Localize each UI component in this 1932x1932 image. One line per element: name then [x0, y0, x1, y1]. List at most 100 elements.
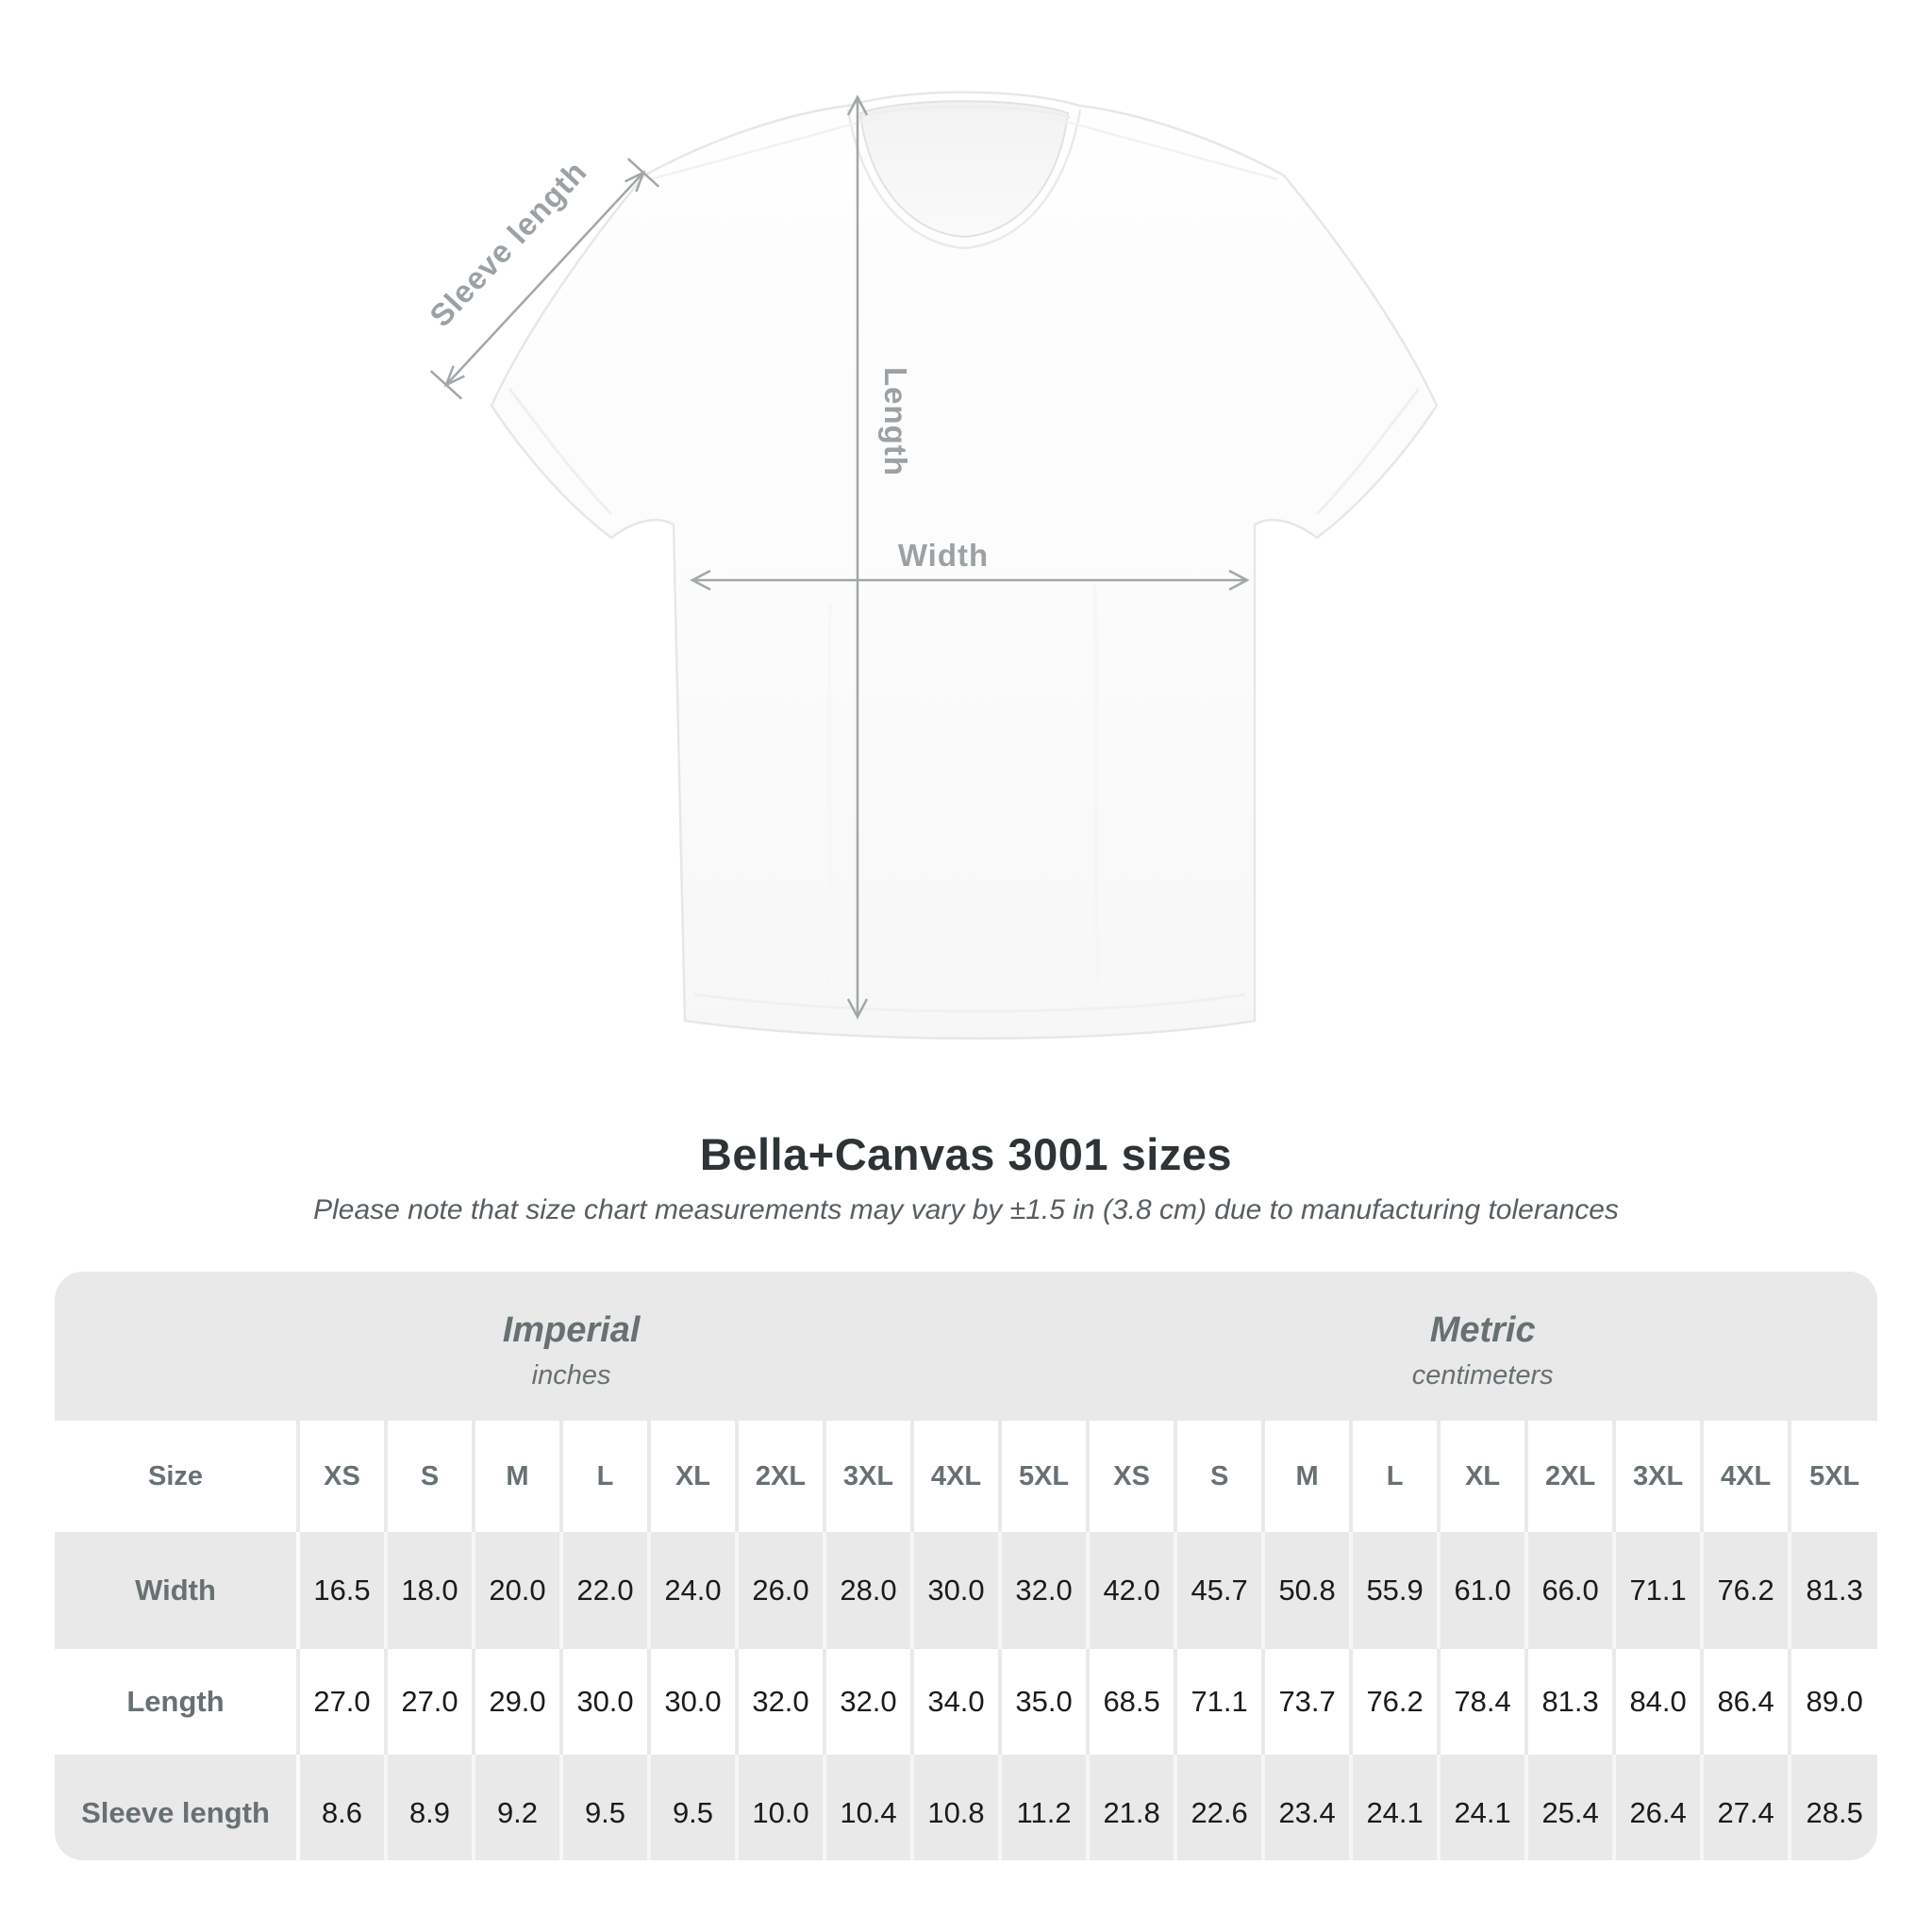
measurement-row: Width 16.5 18.0 20.0 22.0 24.0 26.0 28.0 30.0 32.… [55, 1532, 1877, 1649]
size-header-row: Size XS S M L XL 2XL 3XL 4XL 5XL XS S M L XL 2XL 3XL 4XL 5… [55, 1421, 1877, 1532]
width-arrow [690, 569, 1250, 591]
measurement-value: 22.0 [559, 1532, 649, 1649]
measurement-value: 10.8 [910, 1755, 1000, 1860]
unit-name: Metric [1429, 1310, 1536, 1350]
measurement-row: Length 27.0 27.0 29.0 30.0 30.0 32.0 32.0 34.0 35… [55, 1649, 1877, 1755]
tshirt-diagram: Sleeve length Length Width [423, 91, 1439, 1040]
size-header-cell: S [1174, 1421, 1264, 1532]
measurement-value: 76.2 [1700, 1532, 1790, 1649]
size-header-cell: XL [1437, 1421, 1527, 1532]
page-title: Bella+Canvas 3001 sizes [699, 1129, 1233, 1179]
table-body: Imperial inches Metric centimeters Size XS S M L… [55, 1272, 1877, 1860]
unit-header-metric: Metric centimeters [1088, 1272, 1877, 1421]
unit-sub: centimeters [1411, 1360, 1554, 1391]
size-column-header: Size [55, 1421, 298, 1532]
measurement-value: 23.4 [1261, 1755, 1352, 1860]
size-header-cell: M [1261, 1421, 1352, 1532]
measurement-value: 26.0 [735, 1532, 824, 1649]
measurement-value: 9.5 [559, 1755, 649, 1860]
collar-ribbing-seam [846, 108, 1082, 250]
unit-sub: inches [531, 1360, 611, 1391]
length-arrow [846, 94, 869, 1020]
measurement-value: 42.0 [1086, 1532, 1176, 1649]
fabric-crease [826, 603, 832, 991]
unit-header-imperial: Imperial inches [55, 1272, 1088, 1421]
measurement-value: 30.0 [647, 1649, 737, 1755]
size-header-cell: 2XL [735, 1421, 824, 1532]
collar-opening [858, 100, 1070, 239]
measurement-value: 34.0 [910, 1649, 1000, 1755]
measurement-value: 50.8 [1261, 1532, 1352, 1649]
size-header-cell: XS [296, 1421, 386, 1532]
measurement-value: 73.7 [1261, 1649, 1352, 1755]
size-table-container: Imperial inches Metric centimeters Size XS S M L… [55, 1272, 1877, 1860]
row-label: Sleeve length [81, 1796, 270, 1829]
measurement-value: 32.0 [735, 1649, 824, 1755]
measurement-value: 76.2 [1349, 1649, 1440, 1755]
size-header-cell: S [384, 1421, 474, 1532]
measurement-value: 8.9 [384, 1755, 474, 1860]
measurement-value: 21.8 [1086, 1755, 1176, 1860]
measurement-value: 81.3 [1524, 1649, 1615, 1755]
hem-seam [693, 992, 1246, 1013]
measurement-value: 10.4 [823, 1755, 912, 1860]
size-header-cell: 4XL [1700, 1421, 1790, 1532]
tshirt-body [490, 91, 1439, 1040]
size-header-cell: 4XL [910, 1421, 1000, 1532]
measurement-value: 24.1 [1349, 1755, 1440, 1860]
measurement-value: 30.0 [910, 1532, 1000, 1649]
size-header-cell: XS [1086, 1421, 1176, 1532]
size-header-cell: L [1349, 1421, 1440, 1532]
measurement-value: 32.0 [997, 1532, 1089, 1649]
row-label: Width [135, 1574, 216, 1607]
size-header-cell: 3XL [823, 1421, 912, 1532]
right-cuff-seam [1315, 388, 1421, 516]
width-label: Width [898, 538, 989, 573]
size-header-cell: L [559, 1421, 649, 1532]
size-header-cell: M [472, 1421, 561, 1532]
measurement-value: 45.7 [1174, 1532, 1264, 1649]
tolerance-note: Please note that size chart measurements… [313, 1194, 1619, 1225]
measurement-value: 78.4 [1437, 1649, 1527, 1755]
measurement-value: 29.0 [472, 1649, 561, 1755]
size-header-cell: 5XL [997, 1421, 1089, 1532]
measurement-value: 81.3 [1788, 1532, 1877, 1649]
size-header-cell: XL [647, 1421, 737, 1532]
collar-stitch [857, 106, 1072, 119]
measurement-value: 89.0 [1788, 1649, 1877, 1755]
measurement-value: 24.1 [1437, 1755, 1527, 1860]
left-cuff-seam [508, 388, 613, 516]
left-shoulder-seam [650, 115, 880, 181]
measurement-value: 28.5 [1788, 1755, 1877, 1860]
measurement-value: 35.0 [997, 1649, 1089, 1755]
right-shoulder-seam [1048, 115, 1278, 181]
measurement-value: 11.2 [997, 1755, 1089, 1860]
measurement-value: 86.4 [1700, 1649, 1790, 1755]
measurement-value: 27.0 [384, 1649, 474, 1755]
measurement-value: 20.0 [472, 1532, 561, 1649]
measurement-value: 55.9 [1349, 1532, 1440, 1649]
length-label: Length [878, 367, 913, 476]
measurement-value: 68.5 [1086, 1649, 1176, 1755]
measurement-value: 9.5 [647, 1755, 737, 1860]
fabric-crease [1092, 584, 1100, 982]
measurement-value: 10.0 [735, 1755, 824, 1860]
tshirt-graphic [490, 91, 1439, 1040]
unit-name: Imperial [502, 1310, 641, 1350]
measurement-row: Sleeve length 8.6 8.9 9.2 9.5 9.5 10.0 10.4 10.8… [55, 1755, 1877, 1860]
size-header-cell: 3XL [1612, 1421, 1703, 1532]
measurement-value: 84.0 [1612, 1649, 1703, 1755]
measurement-value: 22.6 [1174, 1755, 1264, 1860]
measurement-value: 24.0 [647, 1532, 737, 1649]
measurement-value: 71.1 [1612, 1532, 1703, 1649]
measurement-value: 32.0 [823, 1649, 912, 1755]
size-header-cell: 2XL [1524, 1421, 1615, 1532]
unit-header-row: Imperial inches Metric centimeters [55, 1272, 1877, 1421]
measurement-value: 26.4 [1612, 1755, 1703, 1860]
measurement-value: 27.4 [1700, 1755, 1790, 1860]
measurement-value: 25.4 [1524, 1755, 1615, 1860]
row-label: Length [55, 1649, 298, 1755]
size-header-cell: 5XL [1788, 1421, 1877, 1532]
measurement-value: 71.1 [1174, 1649, 1264, 1755]
